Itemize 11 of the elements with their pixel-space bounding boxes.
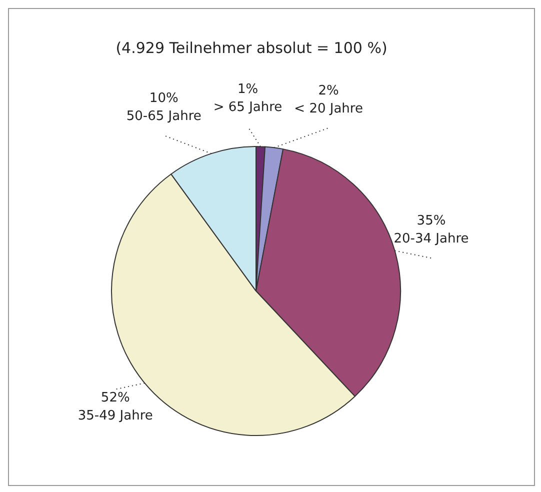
data-label: 2% <box>318 83 339 98</box>
slice-label: > 65 Jahre <box>213 100 282 115</box>
data-label: 1% <box>237 82 258 97</box>
data-label: 52% <box>100 390 130 406</box>
slice-label: < 20 Jahre <box>294 101 363 116</box>
slice-label: 50-65 Jahre <box>126 108 202 124</box>
slice-label: 20-34 Jahre <box>394 231 469 246</box>
data-label: 10% <box>149 90 178 106</box>
data-label: 35% <box>416 213 446 228</box>
chart-title: (4.929 Teilnehmer absolut = 100 %) <box>116 38 388 57</box>
slice-label: 35-49 Jahre <box>78 408 153 424</box>
